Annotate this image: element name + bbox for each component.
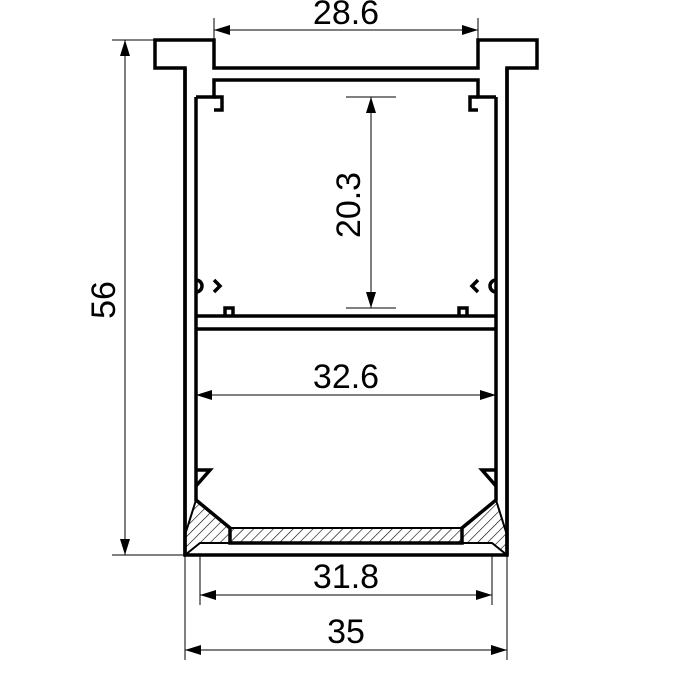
dim-top-width: 28.6	[214, 0, 478, 40]
dim-upper-cavity: 20.3	[330, 97, 396, 308]
dim-upper-label: 20.3	[330, 172, 368, 238]
profile-drawing: 28.6 56 20.3 32.6	[0, 0, 690, 690]
dim-bottom-inner-label: 31.8	[313, 558, 379, 596]
dim-bottom-outer-label: 35	[327, 613, 365, 651]
dim-top-width-label: 28.6	[313, 0, 379, 32]
profile-outline	[155, 40, 537, 555]
dim-lower-width-label: 32.6	[313, 358, 379, 396]
dim-lower-width: 32.6	[196, 358, 496, 420]
dim-bottom-inner: 31.8	[200, 555, 492, 605]
dim-overall-height: 56	[85, 40, 185, 555]
dim-height-label: 56	[85, 281, 123, 319]
